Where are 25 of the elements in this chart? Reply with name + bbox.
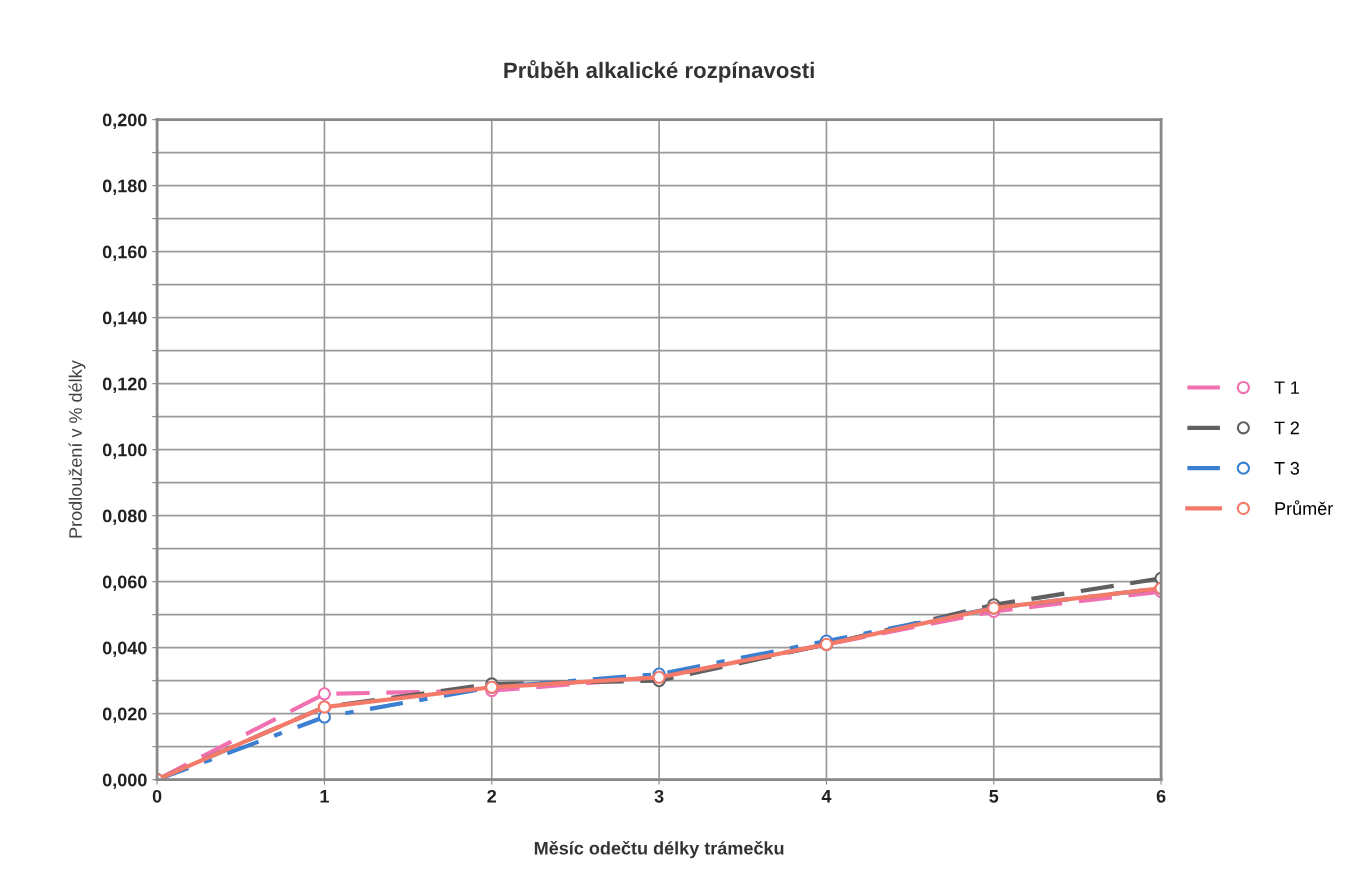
y-tick-label: 0,200 bbox=[102, 113, 147, 129]
chart-title: Průběh alkalické rozpínavosti bbox=[504, 60, 814, 83]
y-tick-label: 0,000 bbox=[102, 773, 147, 790]
y-tick-label: 0,080 bbox=[102, 509, 147, 525]
legend-label: T 1 bbox=[1274, 381, 1299, 394]
y-axis-title: Prodloužení v % délky bbox=[68, 360, 86, 538]
x-tick-label: 3 bbox=[654, 789, 664, 803]
x-tick-label: 2 bbox=[487, 789, 497, 803]
y-tick-label: 0,020 bbox=[102, 707, 147, 724]
x-tick-label: 1 bbox=[320, 790, 329, 803]
legend-label: Průměr bbox=[1275, 500, 1333, 515]
y-tick-label: 0,180 bbox=[102, 179, 147, 195]
x-tick-label: 4 bbox=[821, 790, 832, 803]
x-axis-title: Měsíc odečtu délky trámečku bbox=[534, 840, 784, 859]
legend-label: T 2 bbox=[1274, 421, 1299, 435]
y-tick-label: 0,100 bbox=[102, 443, 147, 459]
x-tick-label: 0 bbox=[152, 789, 162, 803]
y-tick-label: 0,140 bbox=[102, 311, 147, 327]
y-tick-label: 0,120 bbox=[102, 377, 147, 393]
y-tick-label: 0,160 bbox=[102, 245, 147, 261]
legend-label: T 3 bbox=[1274, 461, 1300, 475]
y-tick-label: 0,060 bbox=[102, 575, 147, 591]
y-tick-label: 0,040 bbox=[102, 641, 147, 657]
x-tick-label: 6 bbox=[1156, 789, 1166, 803]
x-tick-label: 5 bbox=[989, 790, 999, 803]
